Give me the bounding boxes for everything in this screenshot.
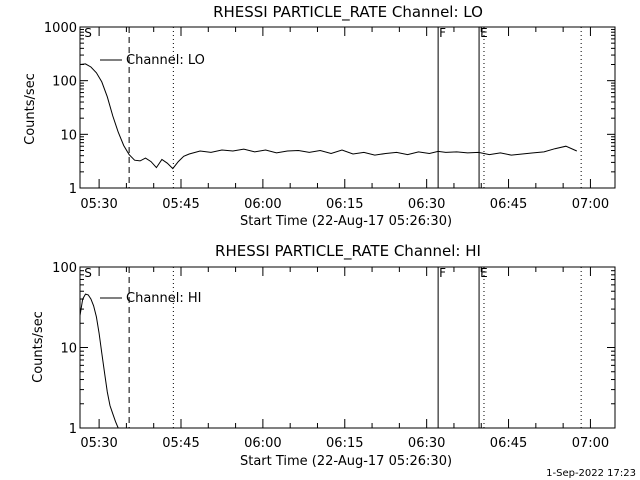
series-line (79, 293, 119, 429)
y-tick-label: 1000 (44, 21, 77, 36)
x-tick-label: 05:30 (80, 436, 117, 451)
time-marker-label: F (439, 266, 446, 280)
x-tick-label: 05:45 (162, 436, 199, 451)
x-tick-label: 06:45 (490, 197, 527, 212)
x-tick-label: 06:30 (408, 197, 445, 212)
chart-title: RHESSI PARTICLE_RATE Channel: LO (213, 3, 483, 22)
footer-timestamp: 1-Sep-2022 17:23 (546, 468, 636, 479)
series-line (79, 63, 578, 170)
x-tick-label: 06:15 (326, 436, 363, 451)
time-marker-label: E (480, 266, 488, 280)
chart-panel-hi: RHESSI PARTICLE_RATE Channel: HI Counts/… (31, 242, 616, 469)
y-tick-label: 1 (69, 422, 77, 437)
chart-panel-lo: RHESSI PARTICLE_RATE Channel: LO Counts/… (23, 3, 616, 229)
x-tick-label: 06:00 (244, 197, 281, 212)
x-tick-label: 06:30 (408, 436, 445, 451)
y-tick-label: 1 (69, 182, 77, 197)
legend-label: Channel: HI (126, 291, 202, 306)
y-axis-label: Counts/sec (31, 311, 46, 383)
x-tick-label: 05:30 (80, 197, 117, 212)
time-marker-label: S (84, 266, 92, 280)
time-marker-label: F (439, 26, 446, 40)
x-tick-label: 06:00 (244, 436, 281, 451)
plot-frame (79, 26, 616, 189)
x-tick-label: 06:15 (326, 197, 363, 212)
chart-title: RHESSI PARTICLE_RATE Channel: HI (215, 242, 481, 261)
y-tick-label: 10 (60, 128, 77, 143)
time-marker-label: S (84, 26, 92, 40)
x-tick-label: 06:45 (490, 436, 527, 451)
x-tick-label: 07:00 (572, 197, 609, 212)
x-tick-label: 07:00 (572, 436, 609, 451)
legend-label: Channel: LO (126, 53, 205, 68)
x-axis-label: Start Time (22-Aug-17 05:26:30) (240, 454, 452, 469)
y-tick-label: 10 (60, 342, 77, 357)
y-axis-label: Counts/sec (23, 73, 38, 145)
y-tick-label: 100 (52, 75, 77, 90)
time-marker-label: E (480, 26, 488, 40)
x-axis-label: Start Time (22-Aug-17 05:26:30) (240, 214, 452, 229)
x-tick-label: 05:45 (162, 197, 199, 212)
y-tick-label: 100 (52, 261, 77, 276)
